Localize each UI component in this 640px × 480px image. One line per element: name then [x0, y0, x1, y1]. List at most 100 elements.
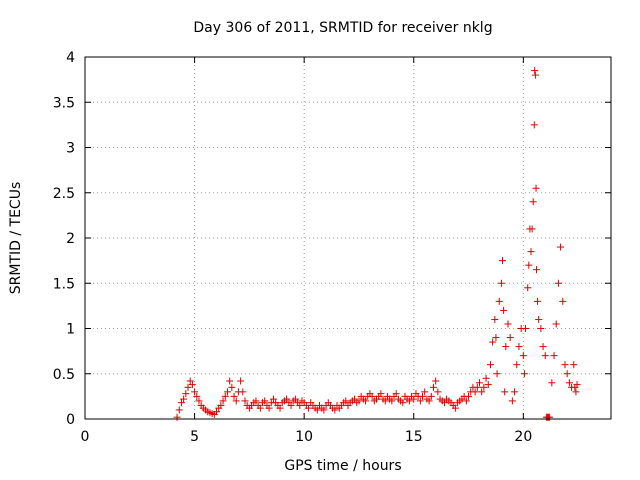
- data-point: [291, 395, 299, 403]
- data-point: [546, 413, 554, 421]
- data-point: [531, 71, 539, 79]
- data-point: [193, 392, 201, 400]
- data-point: [177, 399, 185, 407]
- data-point: [226, 377, 234, 385]
- data-point: [228, 383, 236, 391]
- y-tick-label: 2.5: [53, 186, 75, 202]
- data-point: [499, 257, 507, 265]
- data-point: [184, 383, 192, 391]
- data-point: [530, 121, 538, 129]
- data-point: [221, 392, 229, 400]
- data-point: [405, 397, 413, 405]
- data-point: [559, 297, 567, 305]
- data-point: [419, 392, 427, 400]
- data-point: [217, 401, 225, 409]
- data-point: [473, 383, 481, 391]
- data-point: [520, 370, 528, 378]
- data-point: [355, 397, 363, 405]
- y-tick-label: 3: [66, 141, 75, 157]
- data-point: [484, 381, 492, 389]
- plot-frame: [84, 56, 612, 420]
- data-points: [173, 67, 581, 421]
- data-point: [440, 399, 448, 407]
- data-point: [480, 383, 488, 391]
- data-point: [465, 392, 473, 400]
- y-tick-label: 4: [66, 50, 75, 66]
- data-point: [188, 381, 196, 389]
- data-point: [381, 397, 389, 405]
- data-point: [392, 390, 400, 398]
- data-point: [421, 388, 429, 396]
- data-point: [491, 315, 499, 323]
- data-point: [269, 395, 277, 403]
- data-point: [410, 395, 418, 403]
- data-point: [502, 343, 510, 351]
- data-point: [532, 266, 540, 274]
- y-tick-label: 1: [66, 322, 75, 338]
- data-point: [377, 390, 385, 398]
- data-point: [504, 320, 512, 328]
- data-point: [180, 395, 188, 403]
- data-point: [489, 338, 497, 346]
- data-point: [186, 377, 194, 385]
- data-point: [239, 388, 247, 396]
- data-point: [492, 334, 500, 342]
- data-point: [283, 395, 291, 403]
- y-tick-label: 3.5: [53, 95, 75, 111]
- data-point: [241, 397, 249, 405]
- x-tick-label: 0: [81, 429, 90, 445]
- data-point: [462, 397, 470, 405]
- x-tick-label: 15: [405, 429, 423, 445]
- data-point: [256, 404, 264, 412]
- data-point: [565, 379, 573, 387]
- data-point: [237, 377, 245, 385]
- data-point: [561, 361, 569, 369]
- data-point: [427, 392, 435, 400]
- data-point: [320, 406, 328, 414]
- chart-title: Day 306 of 2011, SRMTID for receiver nkl…: [193, 20, 492, 36]
- data-point: [508, 397, 516, 405]
- data-point: [478, 388, 486, 396]
- data-point: [331, 406, 339, 414]
- data-point: [232, 397, 240, 405]
- data-point: [252, 397, 260, 405]
- data-point: [362, 397, 370, 405]
- data-point: [276, 404, 284, 412]
- data-point: [230, 392, 238, 400]
- data-point: [525, 261, 533, 269]
- data-point: [511, 388, 519, 396]
- data-point: [528, 225, 536, 233]
- data-point: [351, 395, 359, 403]
- data-point: [342, 397, 350, 405]
- data-point: [368, 392, 376, 400]
- data-point: [506, 334, 514, 342]
- data-point: [537, 325, 545, 332]
- data-point: [515, 343, 523, 351]
- data-point: [532, 184, 540, 192]
- data-point: [552, 320, 560, 328]
- data-point: [191, 388, 199, 396]
- data-point: [296, 401, 304, 409]
- x-axis-label: GPS time / hours: [284, 458, 401, 474]
- data-point: [451, 404, 459, 412]
- data-point: [425, 397, 433, 405]
- data-point: [471, 388, 479, 396]
- data-point: [572, 388, 580, 396]
- data-point: [529, 198, 537, 206]
- data-point: [173, 413, 181, 421]
- data-point: [219, 397, 227, 405]
- data-point: [482, 374, 490, 382]
- data-point: [522, 325, 530, 332]
- data-point: [432, 377, 440, 385]
- x-tick-label: 10: [295, 429, 313, 445]
- data-point: [429, 383, 437, 391]
- data-point: [535, 315, 543, 323]
- data-point: [313, 406, 321, 414]
- data-point: [557, 243, 565, 251]
- x-tick-label: 5: [190, 429, 199, 445]
- y-tick-label: 2: [66, 231, 75, 247]
- data-point: [175, 406, 183, 414]
- data-point: [554, 279, 562, 287]
- data-point: [493, 370, 501, 378]
